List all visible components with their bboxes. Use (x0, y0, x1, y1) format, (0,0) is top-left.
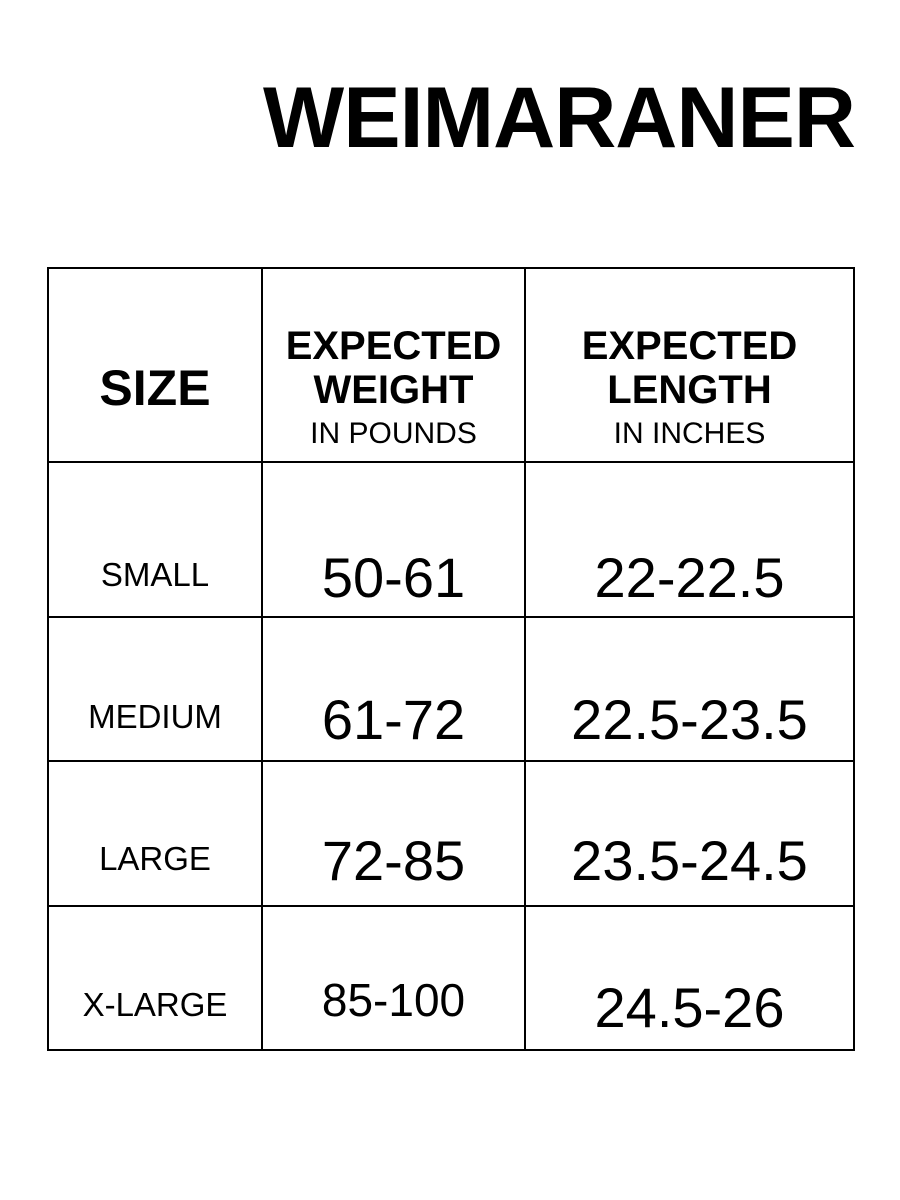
header-weight-line2: WEIGHT (313, 368, 474, 412)
table-border-right (853, 267, 855, 1051)
header-length-line1: EXPECTED (581, 324, 798, 368)
size-label: X-LARGE (82, 986, 228, 1023)
length-value: 22-22.5 (594, 546, 785, 609)
table-border-bottom (47, 1049, 855, 1051)
table-border-left (47, 267, 49, 1051)
header-length-unit: IN INCHES (613, 417, 766, 450)
row-divider (47, 461, 855, 463)
header-length-line2: LENGTH (607, 368, 772, 412)
row-divider (47, 905, 855, 907)
size-label: LARGE (99, 840, 211, 877)
header-size: SIZE (99, 360, 211, 416)
table-border-top (47, 267, 855, 269)
weight-value: 85-100 (321, 974, 466, 1026)
page-title: WEIMARANER (263, 70, 856, 166)
weight-value: 72-85 (321, 829, 466, 892)
size-label: SMALL (100, 556, 210, 593)
length-value: 23.5-24.5 (571, 829, 808, 892)
weight-value: 61-72 (321, 688, 466, 751)
header-weight-unit: IN POUNDS (310, 417, 477, 450)
column-divider (261, 267, 263, 1051)
column-divider (524, 267, 526, 1051)
size-label: MEDIUM (88, 698, 222, 735)
weight-value: 50-61 (321, 546, 466, 609)
length-value: 24.5-26 (594, 976, 785, 1039)
row-divider (47, 616, 855, 618)
length-value: 22.5-23.5 (571, 688, 808, 751)
row-divider (47, 760, 855, 762)
header-weight-line1: EXPECTED (285, 324, 502, 368)
